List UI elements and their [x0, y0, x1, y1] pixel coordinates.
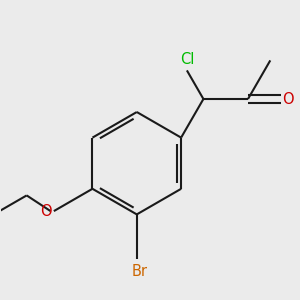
Text: O: O [40, 204, 52, 219]
Text: Br: Br [132, 264, 148, 279]
Text: Cl: Cl [180, 52, 194, 67]
Text: O: O [283, 92, 294, 106]
